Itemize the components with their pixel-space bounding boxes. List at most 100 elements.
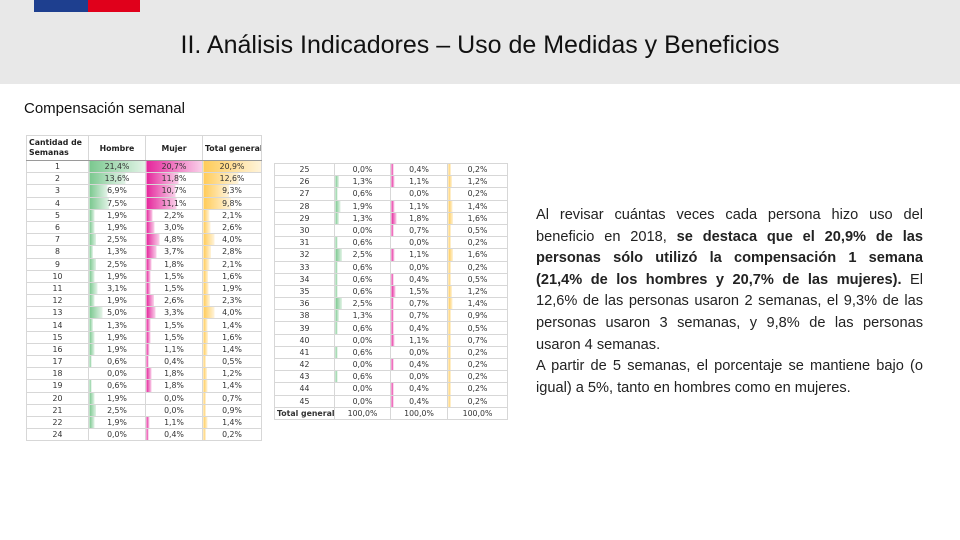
cell-weeks: 5 xyxy=(26,208,89,222)
table-row: 24 0,0% 0,4% 0,2% xyxy=(26,428,262,442)
cell-mujer: 0,4% xyxy=(390,162,448,177)
cell-total: 12,6% xyxy=(202,172,262,186)
cell-total: 4,0% xyxy=(202,233,262,247)
cell-weeks: 31 xyxy=(274,236,335,250)
table-row: 16 1,9% 1,1% 1,4% xyxy=(26,342,262,357)
table-row: 41 0,6% 0,0% 0,2% xyxy=(274,345,508,360)
cell-weeks: 20 xyxy=(26,391,89,405)
cell-hombre: 1,3% xyxy=(88,318,146,332)
cell-total: 20,9% xyxy=(202,159,262,174)
cell-weeks: 21 xyxy=(26,403,89,417)
cell-total-general: 100,0% xyxy=(447,406,508,420)
cell-hombre: 3,1% xyxy=(88,281,146,296)
cell-weeks: 36 xyxy=(274,297,335,311)
table-row: 22 1,9% 1,1% 1,4% xyxy=(26,415,262,430)
cell-weeks: 33 xyxy=(274,260,335,274)
cell-mujer: 0,0% xyxy=(145,403,203,417)
table-row: 26 1,3% 1,1% 1,2% xyxy=(274,175,508,189)
table-row: 36 2,5% 0,7% 1,4% xyxy=(274,297,508,311)
table-row: 15 1,9% 1,5% 1,6% xyxy=(26,330,262,344)
cell-mujer: 2,6% xyxy=(145,294,203,308)
cell-hombre: 1,3% xyxy=(334,309,391,323)
weeks-table-right: 25 0,0% 0,4% 0,2% 26 1,3% 1,1% 1,2% 27 0,6% 0,0% 0,… xyxy=(274,162,508,420)
cell-hombre: 1,3% xyxy=(334,175,391,189)
cell-total: 0,2% xyxy=(447,236,508,250)
cell-weeks: 43 xyxy=(274,370,335,384)
cell-mujer: 1,1% xyxy=(390,175,448,189)
cell-weeks: 42 xyxy=(274,357,335,372)
cell-weeks: 35 xyxy=(274,284,335,299)
cell-hombre: 0,0% xyxy=(88,367,146,381)
cell-mujer: 1,8% xyxy=(390,211,448,225)
cell-total: 9,8% xyxy=(202,196,262,210)
cell-total: 2,1% xyxy=(202,208,262,222)
cell-mujer: 0,7% xyxy=(390,223,448,238)
cell-total: 0,5% xyxy=(447,223,508,238)
cell-weeks: 9 xyxy=(26,257,89,271)
cell-hombre: 0,6% xyxy=(334,260,391,274)
cell-total: 0,9% xyxy=(447,309,508,323)
table-row: 4 7,5% 11,1% 9,8% xyxy=(26,196,262,210)
page-title: II. Análisis Indicadores – Uso de Medida… xyxy=(180,31,780,59)
cell-hombre: 0,6% xyxy=(334,370,391,384)
cell-mujer: 1,1% xyxy=(390,248,448,262)
cell-hombre: 1,9% xyxy=(88,342,146,357)
table-row: 30 0,0% 0,7% 0,5% xyxy=(274,223,508,238)
cell-hombre: 21,4% xyxy=(88,159,146,174)
cell-mujer: 1,1% xyxy=(145,342,203,357)
cell-weeks: 38 xyxy=(274,309,335,323)
analysis-paragraph-2: A partir de 5 semanas, el porcentaje se … xyxy=(536,358,923,396)
cell-mujer: 10,7% xyxy=(145,184,203,198)
cell-total: 0,2% xyxy=(447,357,508,372)
cell-hombre: 1,3% xyxy=(88,245,146,259)
cell-mujer: 0,4% xyxy=(145,428,203,442)
cell-mujer: 1,5% xyxy=(145,269,203,283)
cell-mujer: 4,8% xyxy=(145,233,203,247)
cell-hombre: 0,6% xyxy=(334,187,391,201)
table-row: 45 0,0% 0,4% 0,2% xyxy=(274,394,508,408)
cell-total: 1,2% xyxy=(202,367,262,381)
cell-weeks: 28 xyxy=(274,199,335,213)
table-row: 9 2,5% 1,8% 2,1% xyxy=(26,257,262,271)
header-hombre: Hombre xyxy=(88,135,146,161)
cell-mujer: 20,7% xyxy=(145,159,203,174)
cell-total-label: Total general xyxy=(274,406,335,420)
paragraph-1-intro: Al revisar cuántas veces cada persona hi… xyxy=(536,207,923,245)
cell-mujer: 1,8% xyxy=(145,367,203,381)
cell-mujer: 1,1% xyxy=(390,333,448,347)
cell-weeks: 1 xyxy=(26,159,89,174)
cell-weeks: 30 xyxy=(274,223,335,238)
cell-total: 1,6% xyxy=(202,330,262,344)
cell-weeks: 24 xyxy=(26,428,89,442)
cell-weeks: 4 xyxy=(26,196,89,210)
cell-hombre: 0,6% xyxy=(334,321,391,335)
cell-hombre: 2,5% xyxy=(334,297,391,311)
cell-mujer: 0,4% xyxy=(145,354,203,369)
cell-weeks: 44 xyxy=(274,382,335,396)
table-row: 20 1,9% 0,0% 0,7% xyxy=(26,391,262,405)
cell-hombre: 0,6% xyxy=(334,345,391,360)
cell-hombre: 0,0% xyxy=(334,394,391,408)
cell-hombre: 2,5% xyxy=(88,233,146,247)
header-total-general: Total general xyxy=(202,135,262,161)
cell-total: 0,5% xyxy=(202,354,262,369)
cell-total: 0,2% xyxy=(447,382,508,396)
cell-total: 1,4% xyxy=(202,415,262,430)
cell-weeks: 3 xyxy=(26,184,89,198)
cell-weeks: 34 xyxy=(274,272,335,286)
cell-hombre: 1,9% xyxy=(88,415,146,430)
cell-hombre: 1,9% xyxy=(88,208,146,222)
table-row: 40 0,0% 1,1% 0,7% xyxy=(274,333,508,347)
cell-total: 1,6% xyxy=(447,211,508,225)
paragraph-1-highlight: se destaca que el 20,9% de las personas … xyxy=(536,228,924,288)
table-row: 44 0,0% 0,4% 0,2% xyxy=(274,382,508,396)
weeks-table-left: Cantidad de Semanas Hombre Mujer Total g… xyxy=(26,135,262,442)
cell-mujer: 2,2% xyxy=(145,208,203,222)
table-row: 21 2,5% 0,0% 0,9% xyxy=(26,403,262,417)
cell-total: 0,7% xyxy=(202,391,262,405)
cell-weeks: 13 xyxy=(26,306,89,320)
cell-hombre: 1,9% xyxy=(334,199,391,213)
table-row: 42 0,0% 0,4% 0,2% xyxy=(274,357,508,372)
table-row: 27 0,6% 0,0% 0,2% xyxy=(274,187,508,201)
table-row: 12 1,9% 2,6% 2,3% xyxy=(26,294,262,308)
